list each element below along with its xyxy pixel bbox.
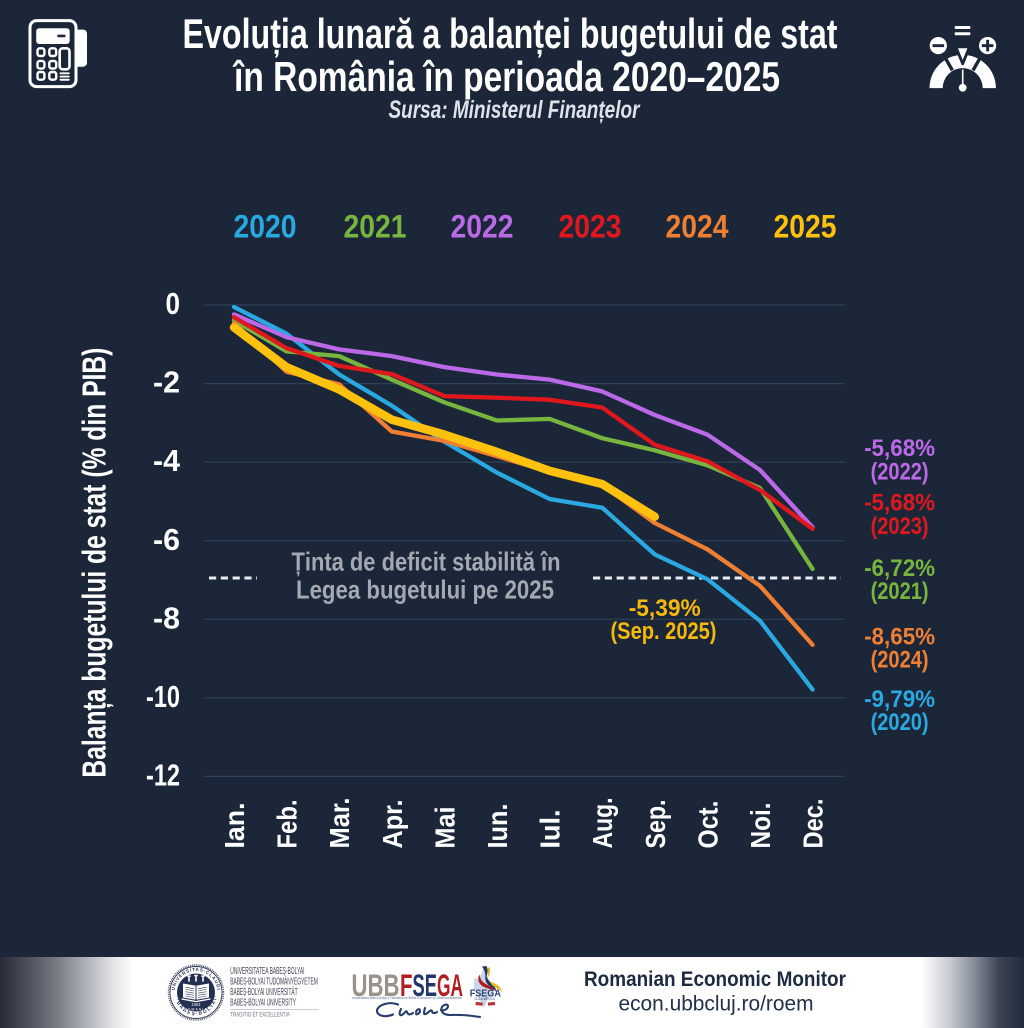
- svg-text:(2021): (2021): [871, 578, 929, 605]
- svg-text:-6,72%: -6,72%: [864, 555, 935, 582]
- svg-text:Ian.: Ian.: [219, 803, 250, 849]
- svg-text:UBB: UBB: [352, 967, 400, 1003]
- svg-text:2024: 2024: [666, 208, 729, 244]
- svg-text:Ținta de deficit stabilită în: Ținta de deficit stabilită în: [292, 546, 561, 576]
- svg-text:-8,65%: -8,65%: [864, 624, 935, 651]
- svg-text:0: 0: [166, 286, 181, 321]
- svg-text:Romanian Economic Monitor: Romanian Economic Monitor: [584, 967, 847, 991]
- svg-text:-5,39%: -5,39%: [629, 595, 701, 622]
- svg-text:TRADITIO ET EXCELLENTIA: TRADITIO ET EXCELLENTIA: [230, 1011, 290, 1018]
- svg-text:Oct.: Oct.: [692, 801, 723, 849]
- svg-text:Feb.: Feb.: [272, 800, 303, 849]
- svg-text:Sep.: Sep.: [640, 800, 671, 849]
- svg-text:(2024): (2024): [871, 646, 929, 673]
- svg-text:SE: SE: [413, 967, 438, 1003]
- svg-text:-6: -6: [153, 522, 180, 557]
- svg-text:-2: -2: [153, 365, 180, 400]
- svg-text:GA: GA: [437, 967, 463, 1003]
- svg-text:BABEȘ-BOLYAI TUDOMÁNYEGYETEM: BABEȘ-BOLYAI TUDOMÁNYEGYETEM: [230, 975, 317, 988]
- svg-text:-4: -4: [153, 443, 181, 478]
- svg-text:2020: 2020: [234, 208, 297, 244]
- svg-text:Sursa: Ministerul Finanțelor: Sursa: Ministerul Finanțelor: [389, 96, 641, 124]
- svg-text:Iun.: Iun.: [482, 804, 513, 849]
- svg-text:BABEȘ-BOLYAI UNIVERSITÄT: BABEȘ-BOLYAI UNIVERSITÄT: [230, 986, 297, 998]
- svg-text:(Sep. 2025): (Sep. 2025): [611, 618, 717, 645]
- svg-text:Aug.: Aug.: [587, 798, 618, 849]
- svg-text:2021: 2021: [344, 208, 407, 244]
- svg-text:-5,68%: -5,68%: [864, 435, 935, 462]
- svg-text:-9,79%: -9,79%: [864, 686, 935, 713]
- svg-text:Dec.: Dec.: [798, 799, 829, 849]
- svg-text:-10: -10: [146, 679, 180, 714]
- svg-text:Evoluția lunară a balanței bug: Evoluția lunară a balanței bugetului de …: [183, 10, 838, 58]
- svg-text:Apr.: Apr.: [377, 800, 408, 849]
- svg-text:Universitatea Babeș-Bolyai | F: Universitatea Babeș-Bolyai | Facultatea …: [352, 995, 462, 1000]
- svg-text:UNIVERSITATEA BABEȘ-BOLYAI: UNIVERSITATEA BABEȘ-BOLYAI: [230, 966, 304, 977]
- svg-text:-5,68%: -5,68%: [864, 489, 935, 516]
- svg-text:Mar.: Mar.: [324, 798, 355, 849]
- svg-text:(2023): (2023): [871, 513, 929, 540]
- svg-text:2022: 2022: [451, 208, 514, 244]
- svg-text:CLUJ-NAPOCA: CLUJ-NAPOCA: [474, 997, 495, 1001]
- svg-text:Mai: Mai: [429, 807, 460, 849]
- svg-text:Balanța bugetului de stat (% d: Balanța bugetului de stat (% din PIB): [76, 348, 114, 778]
- svg-text:2025: 2025: [774, 208, 837, 244]
- svg-text:ROMANIA: ROMANIA: [184, 1007, 208, 1011]
- svg-text:2023: 2023: [559, 208, 622, 244]
- svg-text:BABEȘ-BOLYAI UNIVERSITY: BABEȘ-BOLYAI UNIVERSITY: [230, 998, 296, 1009]
- svg-text:(2022): (2022): [871, 459, 929, 486]
- svg-text:1581: 1581: [191, 1002, 200, 1007]
- svg-text:F: F: [400, 967, 413, 1003]
- svg-text:(2020): (2020): [871, 709, 929, 736]
- svg-text:în România în perioada 2020–20: în România în perioada 2020–2025: [232, 53, 780, 100]
- svg-text:-8: -8: [153, 600, 180, 635]
- svg-text:Iul.: Iul.: [535, 810, 566, 849]
- svg-text:FSEGA: FSEGA: [470, 988, 501, 999]
- svg-text:econ.ubbcluj.ro/roem: econ.ubbcluj.ro/roem: [619, 992, 814, 1016]
- svg-text:Legea bugetului pe 2025: Legea bugetului pe 2025: [296, 575, 554, 605]
- svg-text:-12: -12: [146, 758, 180, 793]
- svg-text:Noi.: Noi.: [745, 803, 776, 849]
